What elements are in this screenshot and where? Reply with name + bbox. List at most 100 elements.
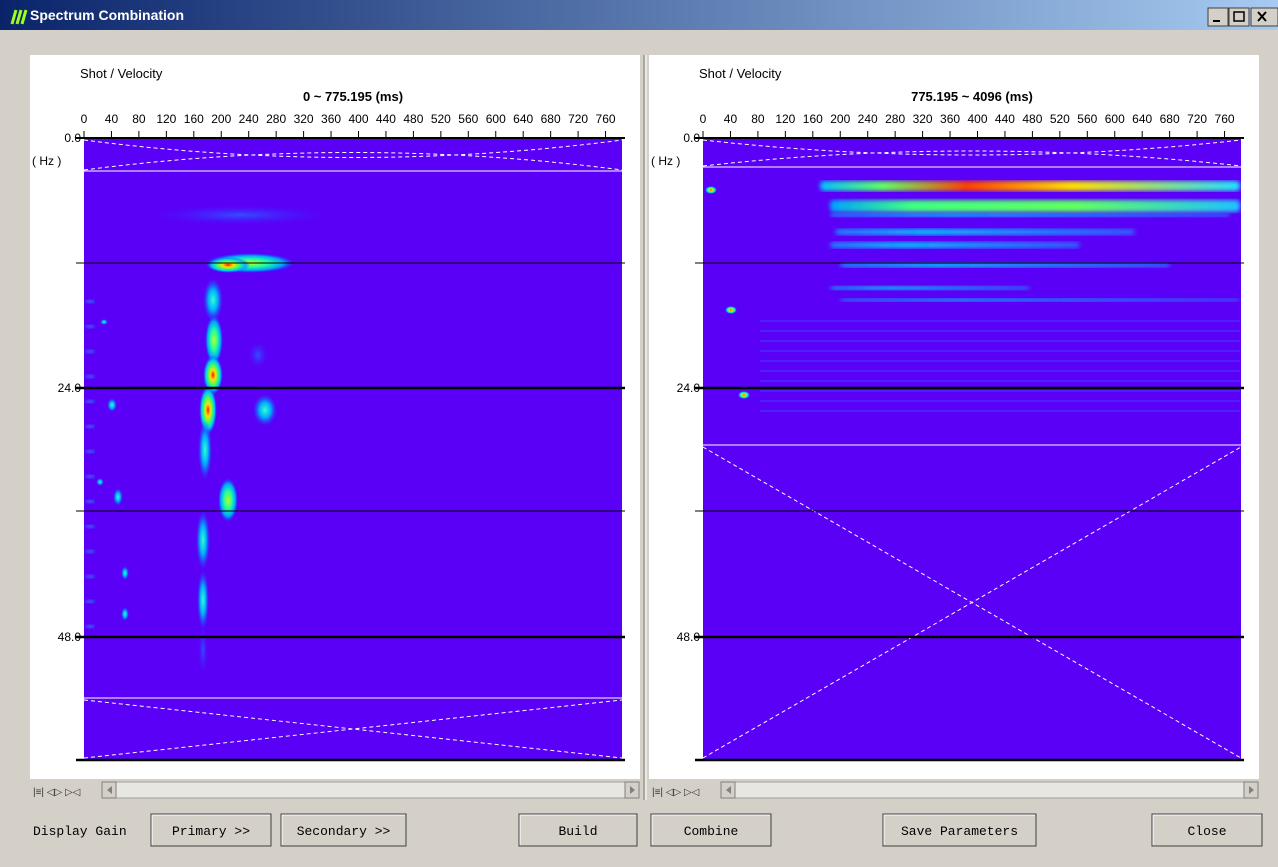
x-tick-label: 440 <box>995 112 1015 126</box>
heatmap-speck <box>86 525 94 528</box>
x-tick-label: 680 <box>1160 112 1180 126</box>
heatmap-blob <box>96 478 104 486</box>
mute-dash <box>84 699 622 759</box>
x-tick-label: 640 <box>513 112 533 126</box>
x-tick-label: 400 <box>967 112 987 126</box>
heatmap-streak <box>760 320 1240 322</box>
button-face[interactable] <box>650 813 772 847</box>
heatmap-speck <box>86 325 94 328</box>
button-bevel <box>651 814 770 845</box>
spectrum-heatmap <box>703 138 1241 760</box>
button[interactable]: Primary >> <box>150 813 272 847</box>
display-gain-label: Display Gain <box>33 824 127 839</box>
heatmap-streak <box>830 200 1240 212</box>
button-bevel <box>281 814 405 845</box>
y-tick-label: 24.0 <box>677 381 701 395</box>
x-tick-label: 120 <box>775 112 795 126</box>
x-tick-label: 240 <box>239 112 259 126</box>
x-tick-label: 80 <box>751 112 765 126</box>
heatmap-streak <box>840 262 1170 268</box>
x-tick-label: 760 <box>596 112 616 126</box>
x-tick-label: 480 <box>1022 112 1042 126</box>
button-bevel <box>883 814 1035 845</box>
button-face[interactable] <box>882 813 1037 847</box>
heatmap-background <box>703 138 1241 760</box>
y-tick-label: 0.0 <box>683 131 700 145</box>
button-face[interactable] <box>150 813 272 847</box>
heatmap-speck <box>86 575 94 578</box>
heatmap-streak <box>760 410 1240 412</box>
x-tick-label: 560 <box>1077 112 1097 126</box>
button[interactable]: Close <box>1151 813 1263 847</box>
x-tick-label: 520 <box>1050 112 1070 126</box>
button[interactable]: Save Parameters <box>882 813 1037 847</box>
heatmap-speck <box>86 350 94 353</box>
range-label: 775.195 ~ 4096 (ms) <box>911 89 1033 104</box>
button[interactable]: Combine <box>650 813 772 847</box>
heatmap-speck <box>86 450 94 453</box>
x-tick-label: 200 <box>211 112 231 126</box>
button-label[interactable]: Close <box>1187 824 1226 839</box>
x-tick-label: 360 <box>321 112 341 126</box>
x-tick-label: 520 <box>431 112 451 126</box>
y-tick-label: 24.0 <box>58 381 82 395</box>
heatmap-background <box>84 138 622 760</box>
x-tick-label: 600 <box>486 112 506 126</box>
button-face[interactable] <box>280 813 407 847</box>
heatmap-streak <box>760 360 1240 362</box>
axis-title: Shot / Velocity <box>80 66 163 81</box>
heatmap-blob <box>121 566 129 580</box>
heatmap-streak <box>760 350 1240 352</box>
x-tick-label: 0 <box>700 112 707 126</box>
heatmap-blob <box>197 570 209 630</box>
heatmap-streak <box>760 380 1240 382</box>
mute-dash <box>84 139 622 171</box>
heatmap-speck <box>86 400 94 403</box>
heatmap-streak <box>760 330 1240 332</box>
x-tick-label: 240 <box>858 112 878 126</box>
spectrum-panel: Shot / Velocity 775.195 ~ 4096 (ms) 0 40 80 1… <box>649 55 1259 799</box>
x-tick-label: 480 <box>403 112 423 126</box>
button[interactable]: Secondary >> <box>280 813 407 847</box>
x-tick-label: 720 <box>568 112 588 126</box>
button[interactable]: Build <box>518 813 638 847</box>
heatmap-streak <box>835 229 1135 235</box>
scrollbar[interactable]: |≡| ◁▷ ▷◁ <box>33 781 640 799</box>
scroll-track <box>101 781 640 799</box>
button-label[interactable]: Primary >> <box>172 824 250 839</box>
x-tick-label: 440 <box>376 112 396 126</box>
y-unit: ( Hz ) <box>651 154 680 168</box>
title-bar <box>0 0 1278 30</box>
mute-dash <box>703 139 1241 167</box>
button-label[interactable]: Build <box>558 824 597 839</box>
heatmap-blob <box>150 205 330 225</box>
x-tick-label: 0 <box>81 112 88 126</box>
button-face[interactable] <box>518 813 638 847</box>
heatmap-blob <box>121 607 129 621</box>
window-title: Spectrum Combination <box>30 7 184 23</box>
scrollbar[interactable]: |≡| ◁▷ ▷◁ <box>652 781 1259 799</box>
x-tick-label: 320 <box>913 112 933 126</box>
button-face[interactable] <box>1151 813 1263 847</box>
x-tick-label: 560 <box>458 112 478 126</box>
window-buttons[interactable] <box>1207 7 1278 27</box>
heatmap-speck <box>86 550 94 553</box>
x-tick-label: 320 <box>294 112 314 126</box>
button-label[interactable]: Combine <box>684 824 739 839</box>
heatmap-streak <box>760 370 1240 372</box>
x-tick-label: 720 <box>1187 112 1207 126</box>
heatmap-blob <box>253 394 277 426</box>
button-label[interactable]: Save Parameters <box>901 824 1018 839</box>
button-label[interactable]: Secondary >> <box>297 824 391 839</box>
heatmap-blob <box>100 319 108 325</box>
heatmap-streak <box>820 181 1240 191</box>
button-bevel <box>151 814 270 845</box>
range-label: 0 ~ 775.195 (ms) <box>303 89 403 104</box>
x-tick-label: 280 <box>885 112 905 126</box>
x-tick-label: 80 <box>132 112 146 126</box>
x-tick-label: 280 <box>266 112 286 126</box>
x-tick-label: 160 <box>184 112 204 126</box>
x-tick-label: 120 <box>156 112 176 126</box>
x-tick-label: 400 <box>348 112 368 126</box>
